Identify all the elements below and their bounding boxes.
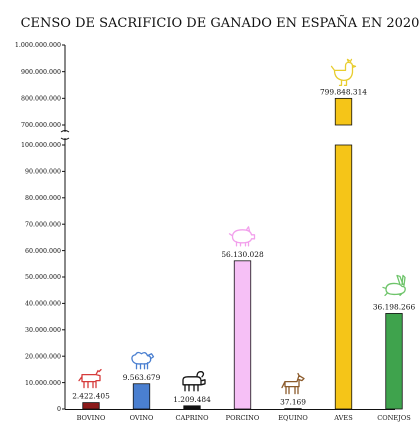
y-tick-label: 700.000.000 xyxy=(21,122,61,129)
y-tick-label: 900.000.000 xyxy=(21,69,61,76)
y-tick-label: 100.000.000 xyxy=(21,142,61,149)
category-label-porcino: PORCINO xyxy=(226,414,260,422)
y-tick-label: 90.000.000 xyxy=(25,169,61,176)
bar-bovino xyxy=(82,402,100,410)
y-axis-ticks: 0 10.000.000 20.000.000 30.000.000 40.000.00… xyxy=(15,42,65,413)
bar-caprino xyxy=(183,405,201,410)
y-tick-label: 800.000.000 xyxy=(21,96,61,103)
category-label-conejos: CONEJOS xyxy=(377,414,411,422)
bar-aves-lower xyxy=(334,144,353,410)
pig-icon xyxy=(228,226,256,247)
y-tick-label: 50.000.000 xyxy=(25,274,61,281)
bar-ovino xyxy=(132,383,151,410)
rabbit-icon xyxy=(382,274,406,297)
y-tick-label: 10.000.000 xyxy=(25,380,61,387)
category-label-equino: EQUINO xyxy=(278,414,308,422)
bar-conejos xyxy=(385,313,403,410)
chart-axes xyxy=(60,45,395,410)
bars xyxy=(82,97,403,410)
data-label-aves: 799.848.314 xyxy=(320,87,367,96)
y-tick-label: 0 xyxy=(57,406,61,413)
y-tick-label: 80.000.000 xyxy=(25,195,61,202)
data-labels: 2.422.405 9.563.679 1.209.484 56.130.028 37.… xyxy=(72,87,415,406)
data-label-caprino: 1.209.484 xyxy=(173,395,211,404)
y-tick-label: 70.000.000 xyxy=(25,221,61,228)
goat-icon xyxy=(182,371,206,392)
cow-icon xyxy=(78,368,102,389)
y-tick-label: 40.000.000 xyxy=(25,301,61,308)
bar-aves-upper xyxy=(334,97,353,126)
sheep-icon xyxy=(131,351,155,370)
bar-porcino xyxy=(233,260,252,410)
horse-icon xyxy=(281,372,305,395)
animal-icons xyxy=(78,58,406,395)
category-label-ovino: OVINO xyxy=(130,414,154,422)
y-tick-label: 20.000.000 xyxy=(25,353,61,360)
category-label-bovino: BOVINO xyxy=(77,414,106,422)
data-label-conejos: 36.198.266 xyxy=(373,302,416,311)
category-label-aves: AVES xyxy=(333,414,353,422)
data-label-porcino: 56.130.028 xyxy=(221,250,264,259)
data-label-equino: 37.169 xyxy=(280,398,306,407)
data-label-bovino: 2.422.405 xyxy=(72,392,110,401)
category-label-caprino: CAPRINO xyxy=(176,414,210,422)
axis-break-mark-top xyxy=(60,130,70,133)
y-tick-label: 1.000.000.000 xyxy=(15,42,61,49)
chicken-icon xyxy=(330,58,357,87)
y-tick-label: 30.000.000 xyxy=(25,327,61,334)
chart-title: CENSO DE SACRIFICIO DE GANADO EN ESPAÑA … xyxy=(21,15,420,31)
x-axis-categories: BOVINO OVINO CAPRINO PORCINO EQUINO AVES CONEJ… xyxy=(77,414,412,422)
axis-break-mark-bottom xyxy=(60,137,70,140)
y-tick-label: 60.000.000 xyxy=(25,248,61,255)
data-label-ovino: 9.563.679 xyxy=(123,373,161,382)
